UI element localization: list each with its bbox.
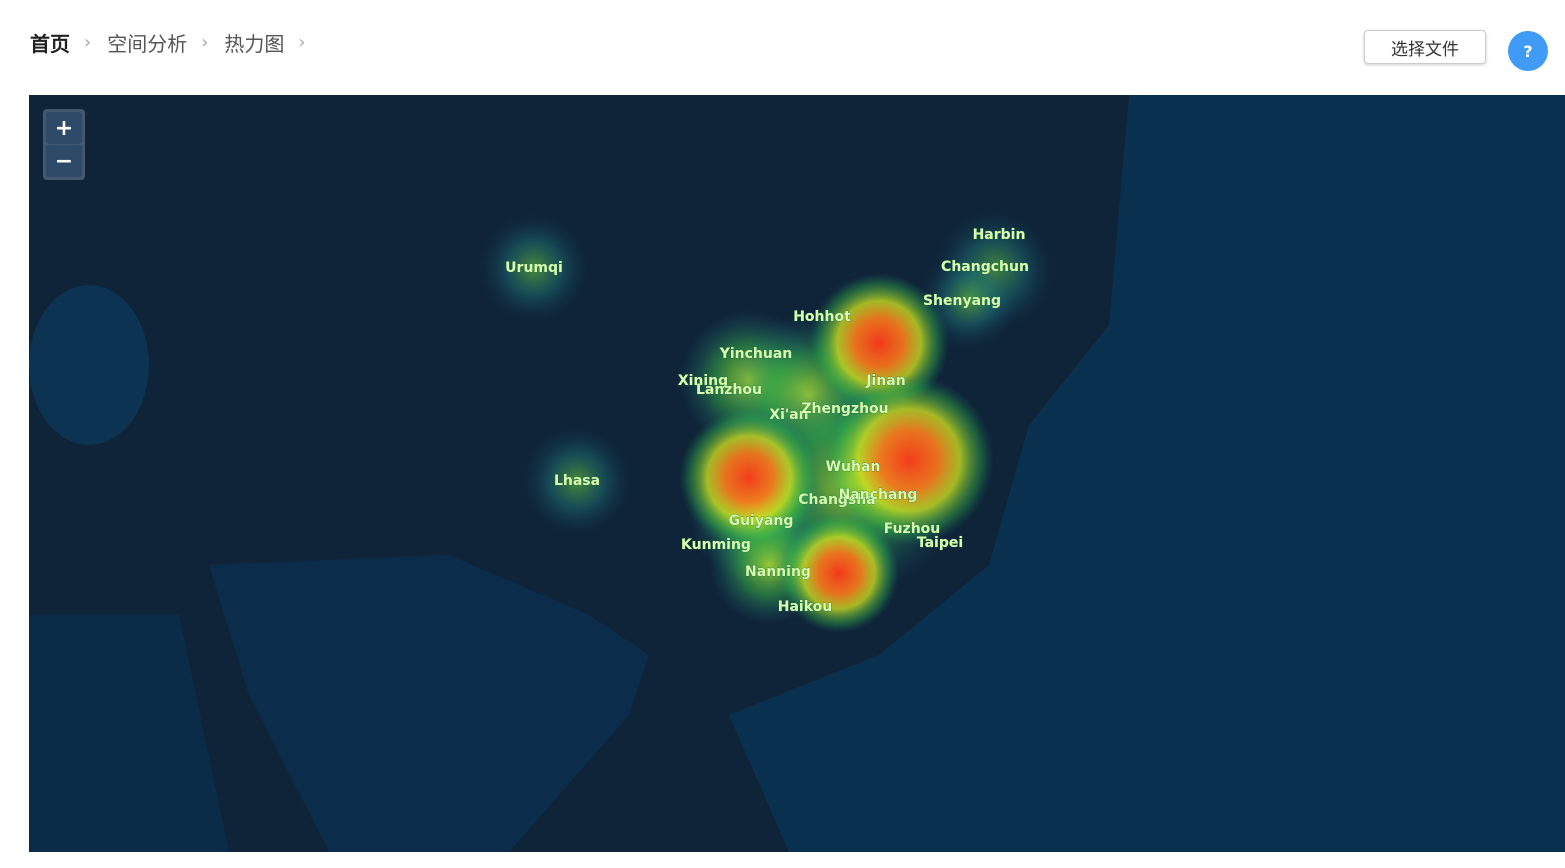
breadcrumb: 首页 › 空间分析 › 热力图 › [30,28,322,57]
breadcrumb-item[interactable]: 热力图 [224,32,285,56]
city-label: Urumqi [505,260,563,276]
city-label: Haikou [778,599,832,615]
city-label: Lhasa [554,473,600,489]
heat-layer [479,210,1054,633]
breadcrumb-item[interactable]: 首页 [30,32,70,56]
map[interactable]: Urumqi Lhasa Harbin Changchun Shenyang Hohhot… [29,95,1565,852]
city-label: Yinchuan [719,346,793,362]
breadcrumb-separator: › [298,32,306,53]
city-label: Kunming [681,537,751,553]
zoom-control: + − [43,109,85,180]
help-button[interactable]: ? [1508,31,1548,71]
header: 首页 › 空间分析 › 热力图 › 选择文件 ? [0,0,1565,95]
map-canvas: Urumqi Lhasa Harbin Changchun Shenyang Hohhot… [29,95,1565,852]
city-label: Changsha [798,492,875,508]
city-label: Fuzhou [884,521,941,537]
breadcrumb-item[interactable]: 空间分析 [107,32,188,56]
city-label: Harbin [973,227,1026,243]
choose-file-button[interactable]: 选择文件 [1364,30,1486,64]
city-label: Taipei [917,535,963,551]
city-label: Nanning [745,564,811,580]
zoom-in[interactable]: + [46,112,82,144]
city-label: Nanchang [839,487,918,503]
breadcrumb-separator: › [201,32,209,53]
city-label: Wuhan [826,459,881,475]
city-label: Jinan [865,373,905,389]
city-label: Zhengzhou [801,401,888,417]
city-label: Xining [678,373,728,389]
city-label: Xi'an [769,407,808,423]
city-label: Guiyang [729,513,794,529]
city-label: Hohhot [793,309,851,325]
zoom-out[interactable]: − [46,145,82,177]
city-labels: Urumqi Lhasa Harbin Changchun Shenyang Hohhot… [505,227,1029,616]
city-label: Changchun [941,259,1029,275]
city-label: Lanzhou [696,382,762,398]
breadcrumb-separator: › [84,32,92,53]
terrain [29,95,1565,852]
city-label: Shenyang [923,293,1001,309]
